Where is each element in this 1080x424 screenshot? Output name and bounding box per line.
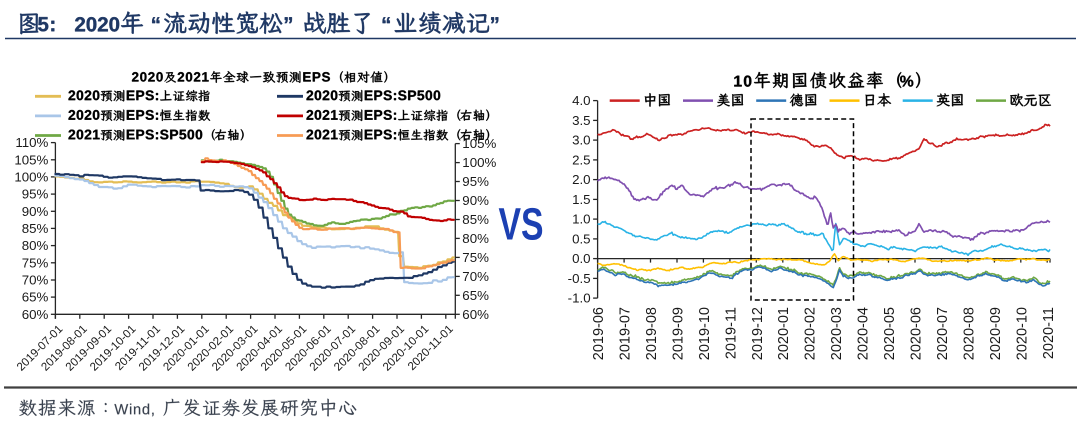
svg-text:105%: 105%: [462, 136, 496, 151]
svg-text:2019-12: 2019-12: [750, 307, 766, 360]
svg-text:2020-05: 2020-05: [882, 307, 898, 360]
svg-text:75%: 75%: [22, 255, 49, 270]
svg-text:0.0: 0.0: [572, 251, 591, 266]
svg-text:VS: VS: [499, 200, 544, 250]
svg-text:85%: 85%: [462, 212, 489, 227]
svg-text:75%: 75%: [462, 250, 489, 265]
svg-text:2020-03: 2020-03: [829, 307, 845, 360]
svg-text:65%: 65%: [462, 288, 489, 303]
svg-text:100%: 100%: [14, 170, 48, 185]
svg-text:1.0: 1.0: [572, 212, 591, 227]
svg-text:105%: 105%: [14, 152, 48, 167]
svg-text:1.5: 1.5: [572, 192, 591, 207]
svg-text:2020-04: 2020-04: [856, 307, 872, 360]
svg-text:2019-11: 2019-11: [723, 307, 739, 359]
svg-text:110%: 110%: [15, 135, 48, 150]
svg-text:70%: 70%: [22, 273, 49, 288]
svg-text:2020-10: 2020-10: [1014, 307, 1030, 360]
svg-text:3.5: 3.5: [572, 113, 591, 128]
svg-text:2020-11: 2020-11: [1041, 307, 1057, 359]
svg-text:85%: 85%: [22, 221, 49, 236]
svg-text:95%: 95%: [22, 187, 49, 202]
svg-text:60%: 60%: [22, 307, 49, 322]
svg-text:2019-06: 2019-06: [591, 307, 607, 360]
svg-text:2020-07: 2020-07: [935, 307, 951, 360]
svg-text:65%: 65%: [22, 290, 49, 305]
svg-text:2019-09: 2019-09: [671, 307, 687, 360]
svg-text:2020-09: 2020-09: [988, 307, 1004, 360]
svg-text:100%: 100%: [462, 155, 496, 170]
svg-text:60%: 60%: [462, 307, 489, 322]
svg-text:2020-08: 2020-08: [961, 307, 977, 360]
svg-text:2019-08: 2019-08: [644, 307, 660, 360]
svg-text:2019-10: 2019-10: [697, 307, 713, 360]
svg-text:80%: 80%: [22, 238, 49, 253]
svg-text:-0.5: -0.5: [568, 271, 591, 286]
svg-text:70%: 70%: [462, 269, 489, 284]
svg-text:-1.0: -1.0: [568, 291, 591, 306]
svg-text:2.0: 2.0: [572, 172, 591, 187]
svg-text:0.5: 0.5: [572, 232, 591, 247]
svg-text:90%: 90%: [462, 193, 489, 208]
svg-text:2020-02: 2020-02: [803, 307, 819, 360]
svg-text:2020-01: 2020-01: [776, 307, 792, 360]
svg-text:2019-07: 2019-07: [618, 307, 634, 360]
svg-text:2020-06: 2020-06: [909, 307, 925, 360]
svg-text:90%: 90%: [22, 204, 49, 219]
svg-text:4.0: 4.0: [572, 93, 591, 108]
svg-text:95%: 95%: [462, 174, 489, 189]
svg-text:80%: 80%: [462, 231, 489, 246]
svg-text:3.0: 3.0: [572, 133, 591, 148]
svg-text:2.5: 2.5: [572, 153, 591, 168]
